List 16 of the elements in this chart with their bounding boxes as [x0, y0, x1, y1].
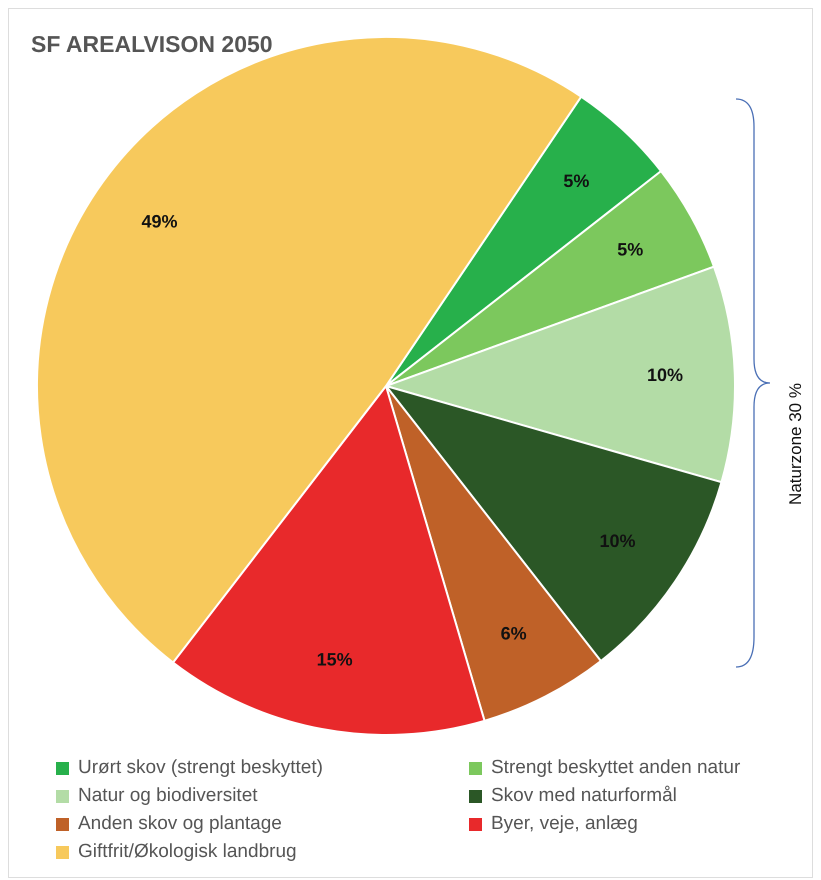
legend-label: Urørt skov (strengt beskyttet)	[78, 757, 323, 779]
chart-title: SF AREALVISON 2050	[31, 31, 273, 58]
legend-label: Skov med naturformål	[491, 785, 677, 807]
legend-label: Giftfrit/Økologisk landbrug	[78, 841, 297, 863]
data-label: 49%	[142, 212, 178, 232]
legend-label: Strengt beskyttet anden natur	[491, 757, 740, 779]
data-label: 10%	[647, 365, 684, 386]
legend-label: Anden skov og plantage	[78, 813, 282, 835]
text: Naturzone 30 %	[786, 382, 806, 507]
data-label: 6%	[500, 623, 527, 644]
data-label: 10%	[599, 531, 636, 552]
data-label: 15%	[316, 649, 353, 670]
data-label: 5%	[563, 170, 590, 191]
data-label: 5%	[617, 240, 644, 260]
legend-label: Natur og biodiversitet	[78, 785, 258, 807]
legend-label: Byer, veje, anlæg	[491, 813, 638, 835]
